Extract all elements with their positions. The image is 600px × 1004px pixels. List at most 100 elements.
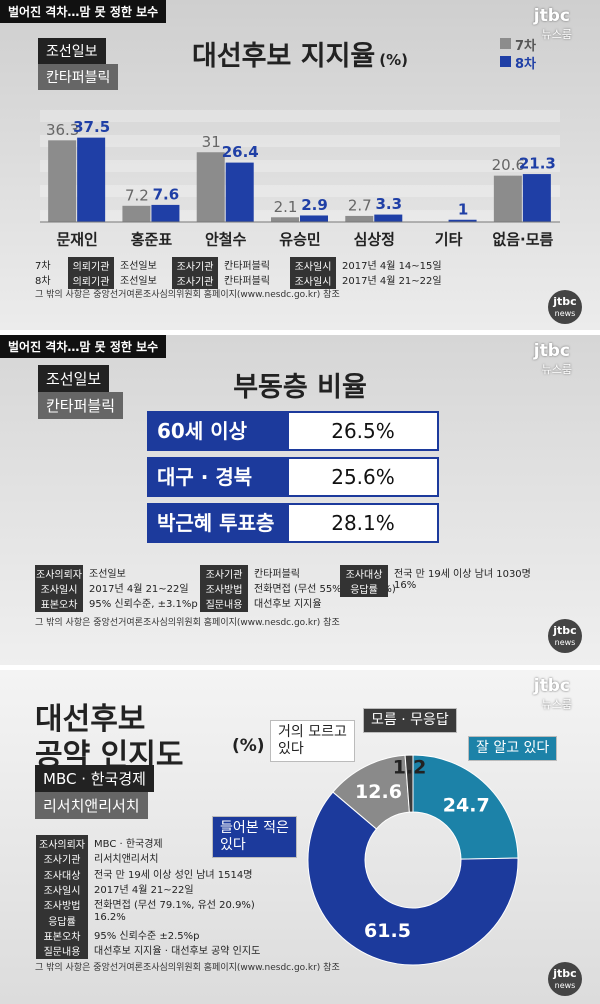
title-unit: (%) — [379, 51, 409, 69]
value-label: 2.9 — [301, 196, 328, 214]
legend-label: 8차 — [515, 57, 537, 72]
bar — [522, 174, 551, 222]
panel-graphics: 24.7 61.5 12.61.2 — [307, 754, 519, 966]
value-label: 2.7 — [348, 196, 372, 214]
field-label: 응답률 — [36, 911, 88, 929]
source-box: 리서치앤리서치 — [35, 792, 148, 819]
row-label: 60세 이상 — [149, 413, 289, 449]
field-label: 응답률 — [340, 580, 388, 597]
value-label: 21.3 — [519, 155, 556, 173]
value-label: 37.5 — [73, 118, 110, 136]
channel-name: news — [554, 638, 576, 647]
value-label: 7.6 — [153, 185, 180, 203]
source-box: 칸타퍼블릭 — [38, 392, 124, 419]
value-label: 12.6 — [355, 781, 402, 803]
bar — [151, 204, 180, 222]
title-text: 대선후보 지지율 — [191, 41, 376, 72]
slice-label: 거의 모르고 있다 — [270, 720, 355, 762]
field-label: 조사일시 — [36, 880, 88, 898]
x-tick-label: 안철수 — [205, 231, 247, 249]
table-row: 대구 · 경북 25.6% — [147, 457, 439, 497]
bar — [374, 214, 403, 222]
legend-label: 7차 — [515, 39, 537, 54]
x-tick-label: 문재인 — [56, 231, 97, 249]
field-label: 조사의뢰자 — [35, 565, 83, 582]
tag-label: 벌어진 격차…맘 못 정한 보수 — [0, 335, 167, 358]
bar — [225, 162, 254, 222]
bar — [196, 152, 225, 222]
field-value: 전화면접 (무선 79.1%, 유선 20.9%) — [94, 900, 255, 912]
row-value: 25.6% — [331, 465, 395, 489]
logo: jtbc — [553, 295, 577, 308]
bar — [48, 140, 77, 222]
value-label: 26.4 — [222, 143, 259, 161]
source-box: 칸타퍼블릭 — [38, 64, 119, 90]
logo: jtbc — [533, 676, 570, 696]
field-value: 2017년 4월 21~22일 — [89, 584, 189, 595]
source-box: 조선일보 — [38, 365, 110, 392]
field-label: 표본오차 — [35, 595, 83, 612]
field-label: 조사방법 — [200, 580, 248, 597]
field-label: 표본오차 — [36, 926, 88, 944]
field-value: 95% 신뢰수준 ±2.5%p — [94, 930, 200, 942]
field-label: 조사방법 — [36, 896, 88, 914]
field-label: 질문내용 — [200, 595, 248, 612]
bar — [300, 215, 328, 222]
field-value: 2017년 4월 14~15일 — [342, 261, 442, 272]
field-label: 조사일시 — [290, 272, 336, 289]
donut-slice — [412, 754, 519, 860]
chart-title: 대선후보 지지율 (%) — [0, 34, 600, 73]
field-value: 2017년 4월 21~22일 — [94, 884, 194, 896]
slice-label: 모름 · 무응답 — [363, 708, 457, 733]
row-label: 박근혜 투표층 — [149, 505, 289, 541]
value-label: 2.1 — [274, 198, 298, 216]
survey-round: 7차 — [35, 261, 51, 272]
field-label: 조사기관 — [200, 565, 248, 582]
channel-name: news — [554, 309, 576, 318]
row-value: 28.1% — [331, 511, 395, 535]
table-title: 부동층 비율 — [233, 372, 367, 403]
bar — [271, 217, 299, 222]
field-value: MBC · 한국경제 — [94, 839, 163, 850]
slice-label: 잘 알고 있다 — [468, 736, 558, 761]
logo: jtbc — [533, 341, 570, 361]
field-label: 조사일시 — [35, 580, 83, 597]
bar — [77, 137, 106, 222]
logo: jtbc — [553, 624, 577, 637]
value-label: 7.2 — [125, 186, 149, 204]
bar — [122, 205, 151, 222]
field-value: 대선후보 지지율 — [254, 599, 322, 610]
donut-slice — [404, 754, 414, 813]
field-value: 16% — [394, 580, 417, 591]
survey-round: 8차 — [35, 276, 51, 287]
field-value: 전국 만 19세 이상 성인 남녀 1514명 — [94, 869, 253, 881]
field-value: 16.2% — [94, 911, 126, 923]
tag-label: 벌어진 격차…맘 못 정한 보수 — [0, 0, 167, 23]
channel-name: news — [554, 981, 576, 990]
source-box: 조선일보 — [38, 38, 106, 64]
value-label: 3.3 — [375, 195, 402, 213]
bar — [448, 219, 477, 222]
field-label: 조사기관 — [172, 257, 218, 274]
value-label: 24.7 — [443, 794, 490, 816]
donut-panel: 24.7 61.5 12.6 1.2 대선후보 공약 인지도 (%) MBC · 한국경제 리서… — [0, 670, 600, 1004]
field-label: 의뢰기관 — [68, 272, 114, 289]
source-note: 그 밖의 사항은 중앙선거여론조사심의위원회 홈페이지(www.nesdc.go… — [35, 963, 340, 973]
field-value: 2017년 4월 21~22일 — [342, 276, 442, 287]
field-label: 조사대상 — [36, 865, 88, 883]
bar — [493, 175, 522, 222]
table-row: 박근혜 투표층 28.1% — [147, 503, 439, 543]
field-label: 질문내용 — [36, 942, 88, 960]
field-label: 조사기관 — [36, 850, 88, 868]
background-stripe — [40, 185, 560, 197]
program-name: 뉴스룸 — [541, 698, 572, 711]
x-tick-label: 없음·모름 — [492, 231, 553, 249]
logo: jtbc — [533, 6, 570, 26]
table-row: 60세 이상 26.5% — [147, 411, 439, 451]
field-value: 전국 만 19세 이상 남녀 1030명 — [394, 569, 531, 580]
bar — [345, 215, 374, 222]
field-value: 칸타퍼블릭 — [254, 569, 300, 580]
title-unit: (%) — [232, 736, 265, 756]
source-note: 그 밖의 사항은 중앙선거여론조사심의위원회 홈페이지(www.nesdc.go… — [35, 290, 340, 300]
